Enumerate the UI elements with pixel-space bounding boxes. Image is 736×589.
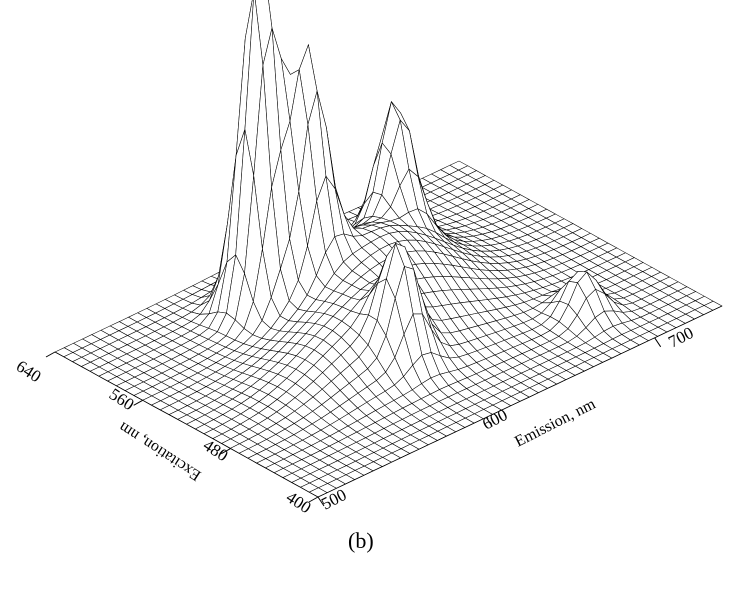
- y-axis-title: Excitation, nm: [115, 418, 204, 484]
- x-axis-title: Emission, nm: [512, 395, 599, 450]
- y-tick-label-640: 640: [13, 356, 45, 386]
- y-tick-mark: [133, 399, 143, 406]
- panel-label: (b): [348, 528, 374, 553]
- excitation-axis-edge: [54, 351, 319, 498]
- x-tick-mark: [317, 496, 325, 507]
- emission-axis-edge: [317, 305, 723, 498]
- y-tick-mark: [221, 448, 231, 455]
- y-tick-mark: [45, 351, 56, 358]
- x-tick-mark: [654, 337, 662, 348]
- y-tick-mark: [308, 496, 319, 503]
- x-tick-mark: [485, 417, 493, 427]
- tick-marks: [45, 337, 662, 507]
- surface-mesh: [45, 0, 723, 507]
